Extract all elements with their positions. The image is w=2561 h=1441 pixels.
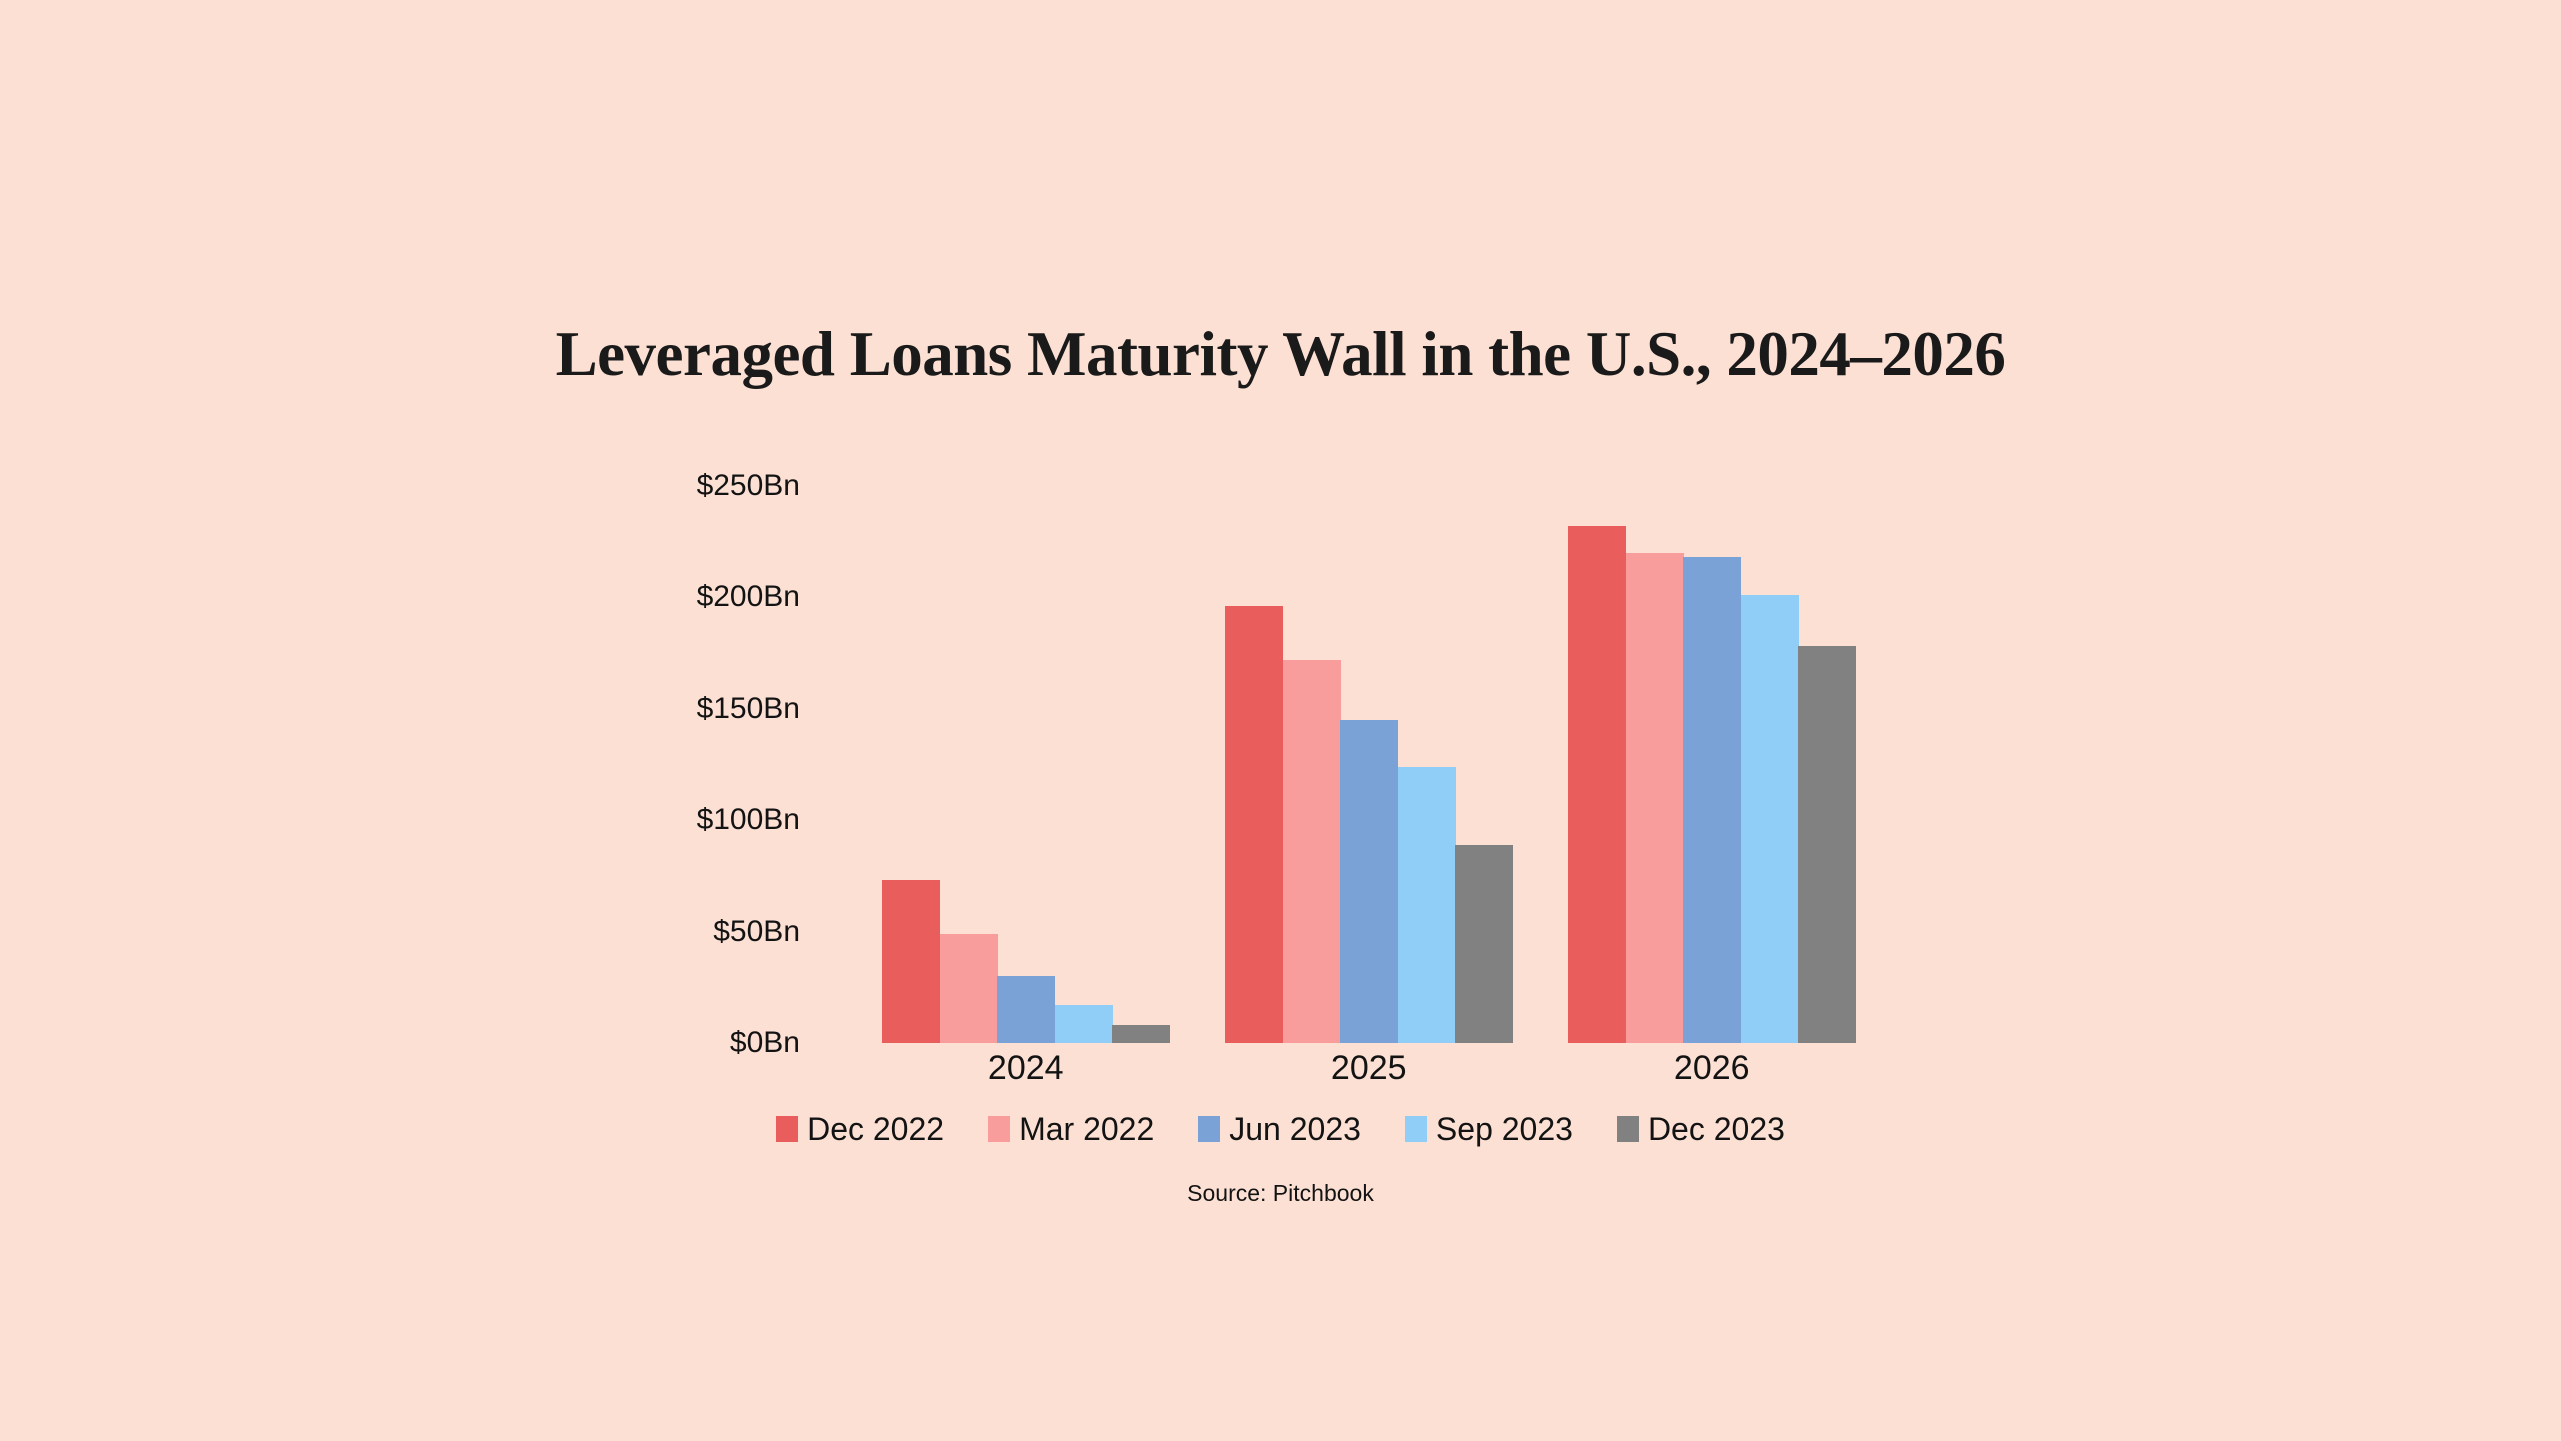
bar-2026-mar-2022 bbox=[1625, 552, 1684, 1043]
legend-label: Dec 2022 bbox=[807, 1111, 945, 1147]
legend-swatch-icon bbox=[1404, 1116, 1427, 1142]
legend-item-mar-2022: Mar 2022 bbox=[988, 1110, 1154, 1148]
bar-2026-dec-2023 bbox=[1798, 646, 1856, 1043]
legend-label: Jun 2023 bbox=[1229, 1111, 1361, 1147]
chart-title: Leveraged Loans Maturity Wall in the U.S… bbox=[555, 319, 2006, 389]
bar-2024-sep-2023 bbox=[1054, 1005, 1113, 1043]
bar-2024-jun-2023 bbox=[997, 976, 1055, 1043]
y-axis: $0Bn $50Bn $100Bn $150Bn $200Bn $250Bn bbox=[560, 470, 800, 1059]
legend-swatch-icon bbox=[776, 1116, 799, 1142]
legend-swatch-icon bbox=[1198, 1116, 1221, 1142]
legend-item-dec-2023: Dec 2023 bbox=[1616, 1110, 1785, 1148]
legend-swatch-icon bbox=[1616, 1116, 1639, 1142]
bar-2025-sep-2023 bbox=[1397, 766, 1456, 1043]
x-axis-label-2024: 2024 bbox=[987, 1049, 1064, 1087]
bar-2026-sep-2023 bbox=[1740, 595, 1799, 1043]
bar-2026-dec-2022 bbox=[1568, 526, 1626, 1043]
bar-2025-jun-2023 bbox=[1340, 719, 1398, 1043]
y-axis-label-0: $0Bn bbox=[729, 1026, 800, 1059]
legend: Dec 2022 Mar 2022 Jun 2023 Sep 2023 Dec 2023 bbox=[0, 1110, 2561, 1148]
bar-2025-dec-2022 bbox=[1225, 606, 1283, 1043]
legend-item-sep-2023: Sep 2023 bbox=[1404, 1110, 1573, 1148]
y-axis-label-200: $200Bn bbox=[696, 580, 800, 614]
legend-label: Dec 2023 bbox=[1647, 1111, 1785, 1147]
x-axis-label-2025: 2025 bbox=[1330, 1049, 1407, 1087]
legend-swatch-icon bbox=[988, 1116, 1011, 1142]
legend-label: Mar 2022 bbox=[1019, 1111, 1155, 1147]
bar-2026-jun-2023 bbox=[1683, 557, 1741, 1043]
y-axis-label-100: $100Bn bbox=[696, 803, 800, 837]
source-note: Source: Pitchbook bbox=[1187, 1180, 1374, 1206]
bar-2025-dec-2023 bbox=[1455, 844, 1513, 1043]
y-axis-label-150: $150Bn bbox=[696, 691, 800, 725]
bar-2024-dec-2022 bbox=[882, 880, 940, 1043]
bar-2024-mar-2022 bbox=[939, 933, 998, 1043]
x-axis-label-2026: 2026 bbox=[1673, 1049, 1750, 1087]
legend-item-jun-2023: Jun 2023 bbox=[1198, 1110, 1361, 1148]
y-axis-label-50: $50Bn bbox=[713, 914, 800, 948]
legend-label: Sep 2023 bbox=[1435, 1111, 1573, 1147]
y-axis-label-250: $250Bn bbox=[696, 469, 800, 502]
chart-plot: 2024 2025 2026 bbox=[882, 486, 1856, 1087]
legend-item-dec-2022: Dec 2022 bbox=[776, 1110, 944, 1148]
bar-2024-dec-2023 bbox=[1112, 1025, 1170, 1043]
bar-2025-mar-2022 bbox=[1282, 659, 1341, 1043]
